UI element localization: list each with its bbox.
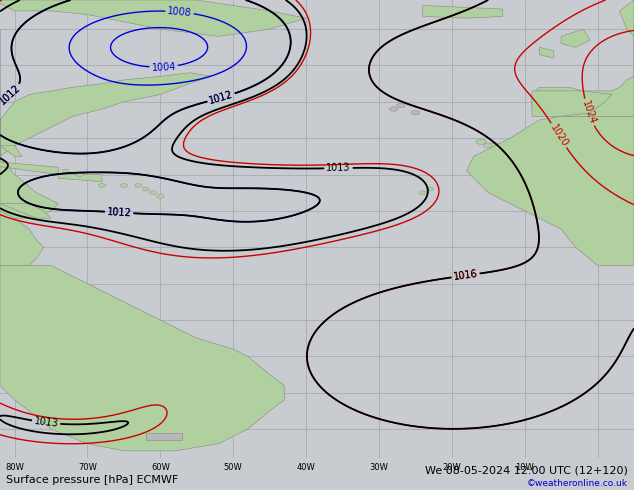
Polygon shape — [532, 91, 612, 116]
Polygon shape — [561, 29, 590, 47]
Text: 1024: 1024 — [580, 99, 597, 126]
Polygon shape — [532, 0, 634, 116]
Polygon shape — [540, 47, 554, 58]
Text: 1020: 1020 — [548, 122, 569, 148]
Circle shape — [476, 139, 486, 145]
Circle shape — [98, 184, 106, 187]
Text: 70W: 70W — [78, 463, 97, 471]
Polygon shape — [619, 0, 634, 36]
Text: 40W: 40W — [297, 463, 316, 471]
Circle shape — [157, 195, 164, 198]
Text: 1004: 1004 — [151, 61, 176, 73]
Text: 1013: 1013 — [326, 163, 351, 173]
Circle shape — [419, 191, 426, 195]
Circle shape — [426, 187, 434, 191]
Text: We 08-05-2024 12:00 UTC (12+120): We 08-05-2024 12:00 UTC (12+120) — [425, 465, 628, 475]
Text: 1012: 1012 — [0, 82, 22, 106]
Polygon shape — [146, 433, 182, 440]
Circle shape — [483, 143, 493, 148]
Polygon shape — [423, 5, 503, 18]
Text: 1016: 1016 — [453, 269, 479, 282]
Text: 1012: 1012 — [107, 207, 132, 218]
Polygon shape — [0, 211, 44, 266]
Text: ©weatheronline.co.uk: ©weatheronline.co.uk — [527, 479, 628, 488]
Text: 10W: 10W — [515, 463, 534, 471]
Circle shape — [389, 107, 398, 111]
Circle shape — [396, 103, 405, 108]
Text: 1012: 1012 — [0, 82, 22, 106]
Polygon shape — [0, 146, 22, 156]
Polygon shape — [0, 204, 51, 218]
Circle shape — [491, 143, 501, 148]
Circle shape — [142, 187, 150, 191]
Text: 1012: 1012 — [208, 89, 235, 106]
Text: Surface pressure [hPa] ECMWF: Surface pressure [hPa] ECMWF — [6, 475, 179, 486]
Text: 60W: 60W — [151, 463, 170, 471]
Text: 1016: 1016 — [453, 269, 479, 282]
Text: 1012: 1012 — [208, 89, 235, 106]
Polygon shape — [467, 116, 634, 266]
Text: 1008: 1008 — [167, 6, 192, 18]
Circle shape — [135, 184, 142, 187]
Circle shape — [150, 191, 157, 195]
Text: 50W: 50W — [224, 463, 243, 471]
Text: 20W: 20W — [443, 463, 461, 471]
Circle shape — [411, 111, 420, 115]
Polygon shape — [0, 0, 306, 36]
Circle shape — [77, 172, 84, 176]
Circle shape — [120, 184, 127, 187]
Polygon shape — [0, 266, 284, 451]
Text: 80W: 80W — [5, 463, 24, 471]
Text: 30W: 30W — [370, 463, 389, 471]
Polygon shape — [0, 160, 58, 174]
Polygon shape — [0, 29, 211, 218]
Circle shape — [62, 169, 69, 172]
Polygon shape — [58, 174, 102, 182]
Text: 1013: 1013 — [34, 416, 59, 429]
Text: 1012: 1012 — [107, 207, 132, 218]
